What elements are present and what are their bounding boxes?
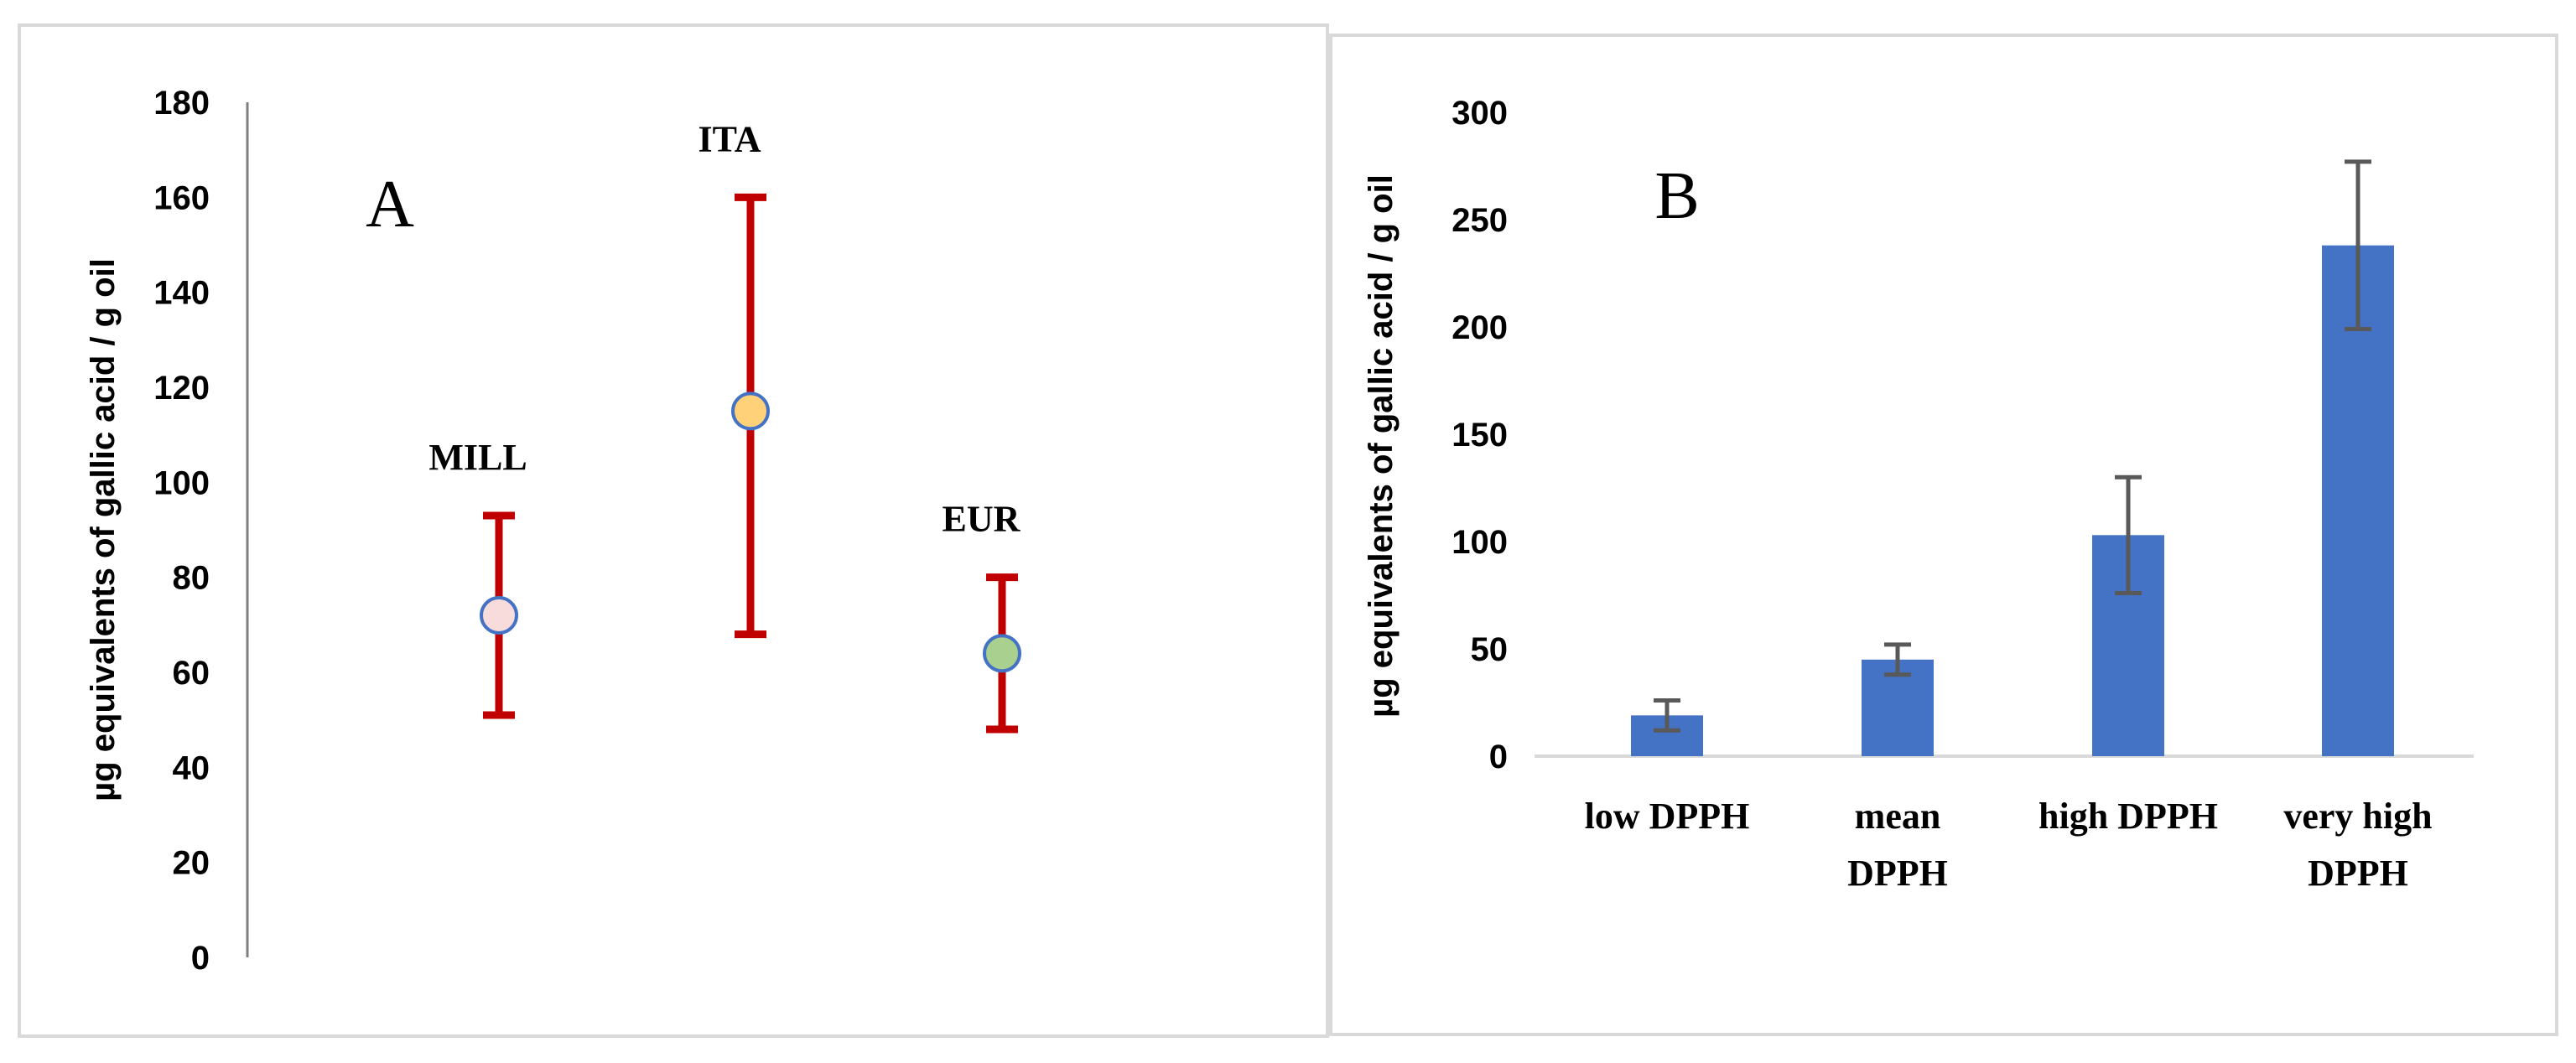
- x-category-label: high DPPH: [2038, 796, 2218, 837]
- chart-b-y-tick-label: 50: [1471, 631, 1509, 668]
- panel-a-frame: [18, 23, 1329, 1038]
- x-category-label: DPPH: [2308, 853, 2408, 894]
- chart-b-y-tick-label: 250: [1452, 202, 1508, 239]
- chart-b-y-tick-label: 0: [1489, 739, 1508, 775]
- x-category-label: low DPPH: [1585, 796, 1750, 837]
- chart-b-y-tick-label: 200: [1452, 309, 1508, 346]
- chart-a-y-axis-label: µg equivalents of gallic acid / g oil: [85, 258, 122, 801]
- panel-b-frame: [1329, 34, 2558, 1036]
- chart-b-y-tick-label: 300: [1452, 95, 1508, 132]
- chart-a-y-tick-label: 80: [173, 560, 210, 597]
- chart-a-panel-label: A: [366, 168, 414, 241]
- chart-a-y-tick-label: 100: [153, 464, 210, 501]
- data-point-label: EUR: [943, 499, 1021, 540]
- x-category-label: mean: [1855, 796, 1941, 837]
- x-category-label: DPPH: [1847, 853, 1948, 894]
- chart-b-y-axis-label: µg equivalents of gallic acid / g oil: [1363, 174, 1400, 718]
- chart-a-y-tick-label: 60: [173, 655, 210, 692]
- chart-a-y-tick-label: 20: [173, 845, 210, 882]
- chart-a-y-tick-label: 0: [191, 940, 210, 977]
- chart-a-y-tick-label: 180: [153, 85, 210, 122]
- x-category-label: very high: [2283, 796, 2432, 837]
- chart-a-y-tick-label: 40: [173, 749, 210, 786]
- chart-a-y-tick-label: 120: [153, 370, 210, 407]
- chart-b-y-tick-label: 100: [1452, 524, 1508, 561]
- chart-a-y-tick-label: 140: [153, 275, 210, 312]
- chart-b-panel-label: B: [1654, 159, 1699, 233]
- data-point-marker: [480, 596, 518, 635]
- chart-b: µg equivalents of gallic acid / g oil B …: [1363, 95, 2474, 894]
- chart-a-y-tick-label: 160: [153, 179, 210, 216]
- chart-b-y-tick-label: 150: [1452, 417, 1508, 454]
- data-point-marker: [731, 391, 770, 431]
- data-point-label: ITA: [699, 118, 761, 159]
- data-point-marker: [983, 634, 1021, 673]
- chart-a: µg equivalents of gallic acid / g oil A …: [85, 85, 1021, 977]
- data-point-label: MILL: [428, 437, 527, 478]
